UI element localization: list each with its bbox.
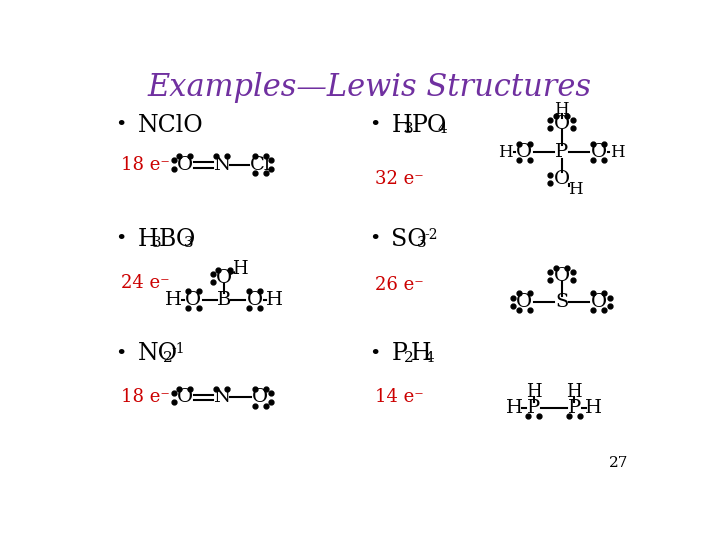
- Text: •: •: [369, 345, 380, 363]
- Text: PO: PO: [411, 113, 447, 137]
- Text: 4: 4: [425, 350, 435, 365]
- Text: O: O: [591, 293, 607, 311]
- Text: B: B: [217, 291, 231, 309]
- Text: O: O: [554, 170, 570, 188]
- Text: 32 e⁻: 32 e⁻: [374, 170, 423, 188]
- Text: H: H: [411, 342, 431, 365]
- Text: •: •: [115, 231, 127, 248]
- Text: •: •: [369, 231, 380, 248]
- Text: N: N: [212, 156, 230, 173]
- Text: 14 e⁻: 14 e⁻: [374, 388, 423, 407]
- Text: H: H: [392, 113, 412, 137]
- Text: O: O: [591, 143, 607, 161]
- Text: H: H: [138, 228, 158, 251]
- Text: H: H: [232, 260, 248, 279]
- Text: Examples—Lewis Structures: Examples—Lewis Structures: [147, 72, 591, 103]
- Text: BO: BO: [158, 228, 196, 251]
- Text: •: •: [369, 116, 380, 134]
- Text: S: S: [555, 293, 568, 311]
- Text: 26 e⁻: 26 e⁻: [374, 276, 423, 294]
- Text: H: H: [568, 181, 582, 198]
- Text: P: P: [527, 399, 540, 417]
- Text: 18 e⁻: 18 e⁻: [121, 388, 170, 407]
- Text: 4: 4: [437, 122, 447, 136]
- Text: H: H: [585, 399, 603, 417]
- Text: P: P: [392, 342, 408, 365]
- Text: H: H: [165, 291, 182, 309]
- Text: O: O: [516, 293, 532, 311]
- Text: H: H: [266, 291, 283, 309]
- Text: H: H: [554, 101, 569, 118]
- Text: -2: -2: [425, 228, 438, 242]
- Text: NClO: NClO: [138, 113, 203, 137]
- Text: 3: 3: [404, 122, 414, 136]
- Text: Cl: Cl: [250, 156, 271, 173]
- Text: 27: 27: [609, 456, 629, 470]
- Text: O: O: [252, 388, 269, 407]
- Text: O: O: [177, 388, 193, 407]
- Text: N: N: [212, 388, 230, 407]
- Text: O: O: [554, 267, 570, 285]
- Text: P: P: [555, 143, 568, 161]
- Text: H: H: [498, 144, 513, 160]
- Text: O: O: [554, 115, 570, 133]
- Text: O: O: [177, 156, 193, 173]
- Text: H: H: [567, 383, 582, 401]
- Text: H: H: [526, 383, 541, 401]
- Text: O: O: [516, 143, 532, 161]
- Text: 24 e⁻: 24 e⁻: [121, 274, 169, 292]
- Text: 3: 3: [184, 236, 194, 250]
- Text: 2: 2: [163, 350, 172, 365]
- Text: O: O: [185, 291, 202, 309]
- Text: O: O: [216, 269, 232, 287]
- Text: 3: 3: [151, 236, 161, 250]
- Text: •: •: [115, 345, 127, 363]
- Text: H: H: [610, 144, 625, 160]
- Text: H: H: [505, 399, 523, 417]
- Text: 3: 3: [416, 236, 426, 250]
- Text: P: P: [567, 399, 581, 417]
- Text: NO: NO: [138, 342, 178, 365]
- Text: O: O: [246, 291, 263, 309]
- Text: •: •: [115, 116, 127, 134]
- Text: 2: 2: [404, 350, 413, 365]
- Text: 18 e⁻: 18 e⁻: [121, 156, 170, 173]
- Text: -1: -1: [171, 342, 184, 356]
- Text: SO: SO: [392, 228, 427, 251]
